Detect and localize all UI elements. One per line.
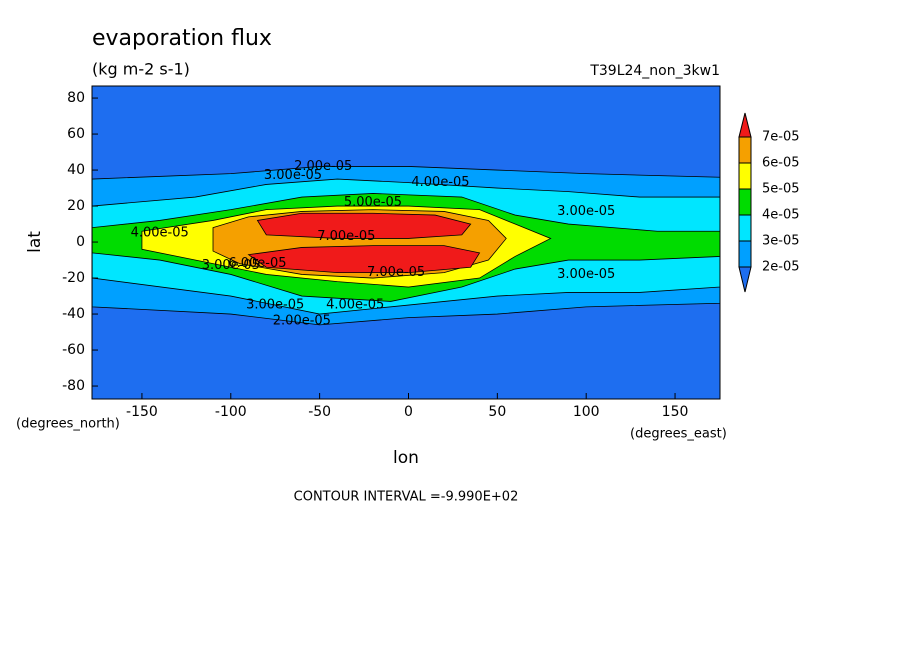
colorbar-box — [738, 214, 752, 242]
colorbar-over — [738, 112, 752, 138]
colorbar-label: 7e-05 — [762, 130, 800, 145]
y-tick-label: 40 — [67, 162, 85, 178]
contour-label: 3.00e-05 — [264, 168, 322, 183]
contour-label: 3.00e-05 — [202, 258, 260, 273]
colorbar-under — [738, 266, 752, 293]
contour-label: 3.00e-05 — [246, 298, 304, 313]
contour-label: 6.00e-05 — [228, 256, 286, 271]
colorbar-box — [738, 136, 752, 164]
colorbar-label: 4e-05 — [762, 208, 800, 223]
y-tick-label: -60 — [62, 342, 85, 358]
contour-note: CONTOUR INTERVAL =-9.990E+02 — [294, 490, 519, 505]
x-tick-label: 0 — [404, 404, 413, 420]
x-tick-label: -150 — [126, 404, 158, 420]
y-tick-label: -40 — [62, 306, 85, 322]
colorbar-box — [738, 240, 752, 268]
contour-label: 4.00e-05 — [326, 298, 384, 313]
y-axis-label: lat — [25, 231, 45, 253]
y-tick-label: -80 — [62, 378, 85, 394]
contour-label: 7.00e-05 — [317, 229, 375, 244]
colorbar-label: 5e-05 — [762, 182, 800, 197]
x-axis-label: lon — [393, 448, 419, 468]
contour-label: 4.00e-05 — [411, 175, 469, 190]
contour-label: 2.00e-05 — [294, 159, 352, 174]
x-tick-label: 150 — [662, 404, 689, 420]
contour-label: 2.00e-05 — [273, 314, 331, 329]
colorbar-label: 3e-05 — [762, 234, 800, 249]
x-units: (degrees_east) — [630, 427, 727, 442]
x-tick-label: -100 — [215, 404, 247, 420]
colorbar-label: 6e-05 — [762, 156, 800, 171]
contour-label: 7.00e-05 — [367, 265, 425, 280]
chart-title: evaporation flux — [92, 26, 272, 51]
contour-label: 3.00e-05 — [557, 204, 615, 219]
y-tick-label: 20 — [67, 198, 85, 214]
contour-fill — [256, 212, 472, 239]
colorbar-box — [738, 162, 752, 190]
contour-label: 4.00e-05 — [131, 226, 189, 241]
chart-subtitle: (kg m-2 s-1) — [92, 60, 190, 79]
y-tick-label: 80 — [67, 90, 85, 106]
contour-fill — [247, 245, 481, 274]
colorbar-box — [738, 188, 752, 216]
y-tick-label: -20 — [62, 270, 85, 286]
run-label: T39L24_non_3kw1 — [589, 63, 720, 79]
y-units: (degrees_north) — [16, 417, 120, 432]
colorbar-label: 2e-05 — [762, 260, 800, 275]
x-tick-label: 100 — [573, 404, 600, 420]
contour-label: 3.00e-05 — [557, 267, 615, 282]
x-tick-label: -50 — [308, 404, 331, 420]
x-tick-label: 50 — [488, 404, 506, 420]
y-tick-label: 0 — [76, 234, 85, 250]
contour-label: 5.00e-05 — [344, 195, 402, 210]
y-tick-label: 60 — [67, 126, 85, 142]
